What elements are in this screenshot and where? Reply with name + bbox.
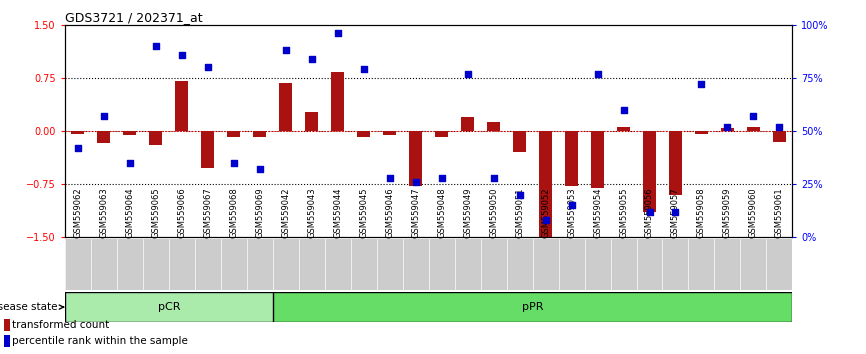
Point [227,160,241,166]
Bar [772,131,786,142]
Point [695,81,708,87]
Point [123,160,137,166]
Point [331,30,345,36]
Point [772,124,786,130]
Bar [65,292,273,322]
Point [746,113,760,119]
Point [201,64,215,70]
Point [305,56,319,62]
Bar [746,127,760,131]
Bar [305,112,319,131]
Bar [695,131,708,134]
Point [617,107,630,113]
Point [175,52,189,57]
Point [721,124,734,130]
Point [149,43,163,49]
Bar [175,81,188,131]
Point [487,175,501,181]
Bar [513,131,527,152]
Bar [643,131,656,212]
Point [461,71,475,76]
Point [409,179,423,185]
Point [279,47,293,53]
Text: transformed count: transformed count [12,320,109,330]
Bar [149,131,163,145]
Bar [565,131,578,186]
Point [253,166,267,172]
Bar [97,131,111,143]
Bar [591,131,604,188]
Point [591,71,604,76]
Point [539,217,553,223]
Point [513,192,527,198]
Bar [4,319,10,331]
Point [71,145,85,151]
Bar [201,131,214,168]
Bar [4,335,10,347]
Bar [669,131,682,195]
Point [565,202,578,208]
Bar [227,131,240,137]
Bar [721,128,734,131]
Point [97,113,111,119]
Bar [357,131,371,137]
Text: GDS3721 / 202371_at: GDS3721 / 202371_at [65,11,203,24]
Bar [461,117,474,131]
Bar [253,131,266,137]
Bar [273,292,792,322]
Point [643,209,656,215]
Bar [123,131,137,135]
Bar [409,131,422,186]
Point [357,67,371,72]
Bar [539,131,553,239]
Bar [279,83,292,131]
Text: pPR: pPR [522,302,543,312]
Point [669,209,682,215]
Bar [617,127,630,131]
Bar [331,72,345,131]
Bar [487,122,500,131]
Point [435,175,449,181]
Bar [71,131,84,134]
Bar [383,131,396,135]
Text: pCR: pCR [158,302,180,312]
Text: percentile rank within the sample: percentile rank within the sample [12,336,188,346]
Text: disease state: disease state [0,302,64,312]
Bar [435,131,449,137]
Point [383,175,397,181]
